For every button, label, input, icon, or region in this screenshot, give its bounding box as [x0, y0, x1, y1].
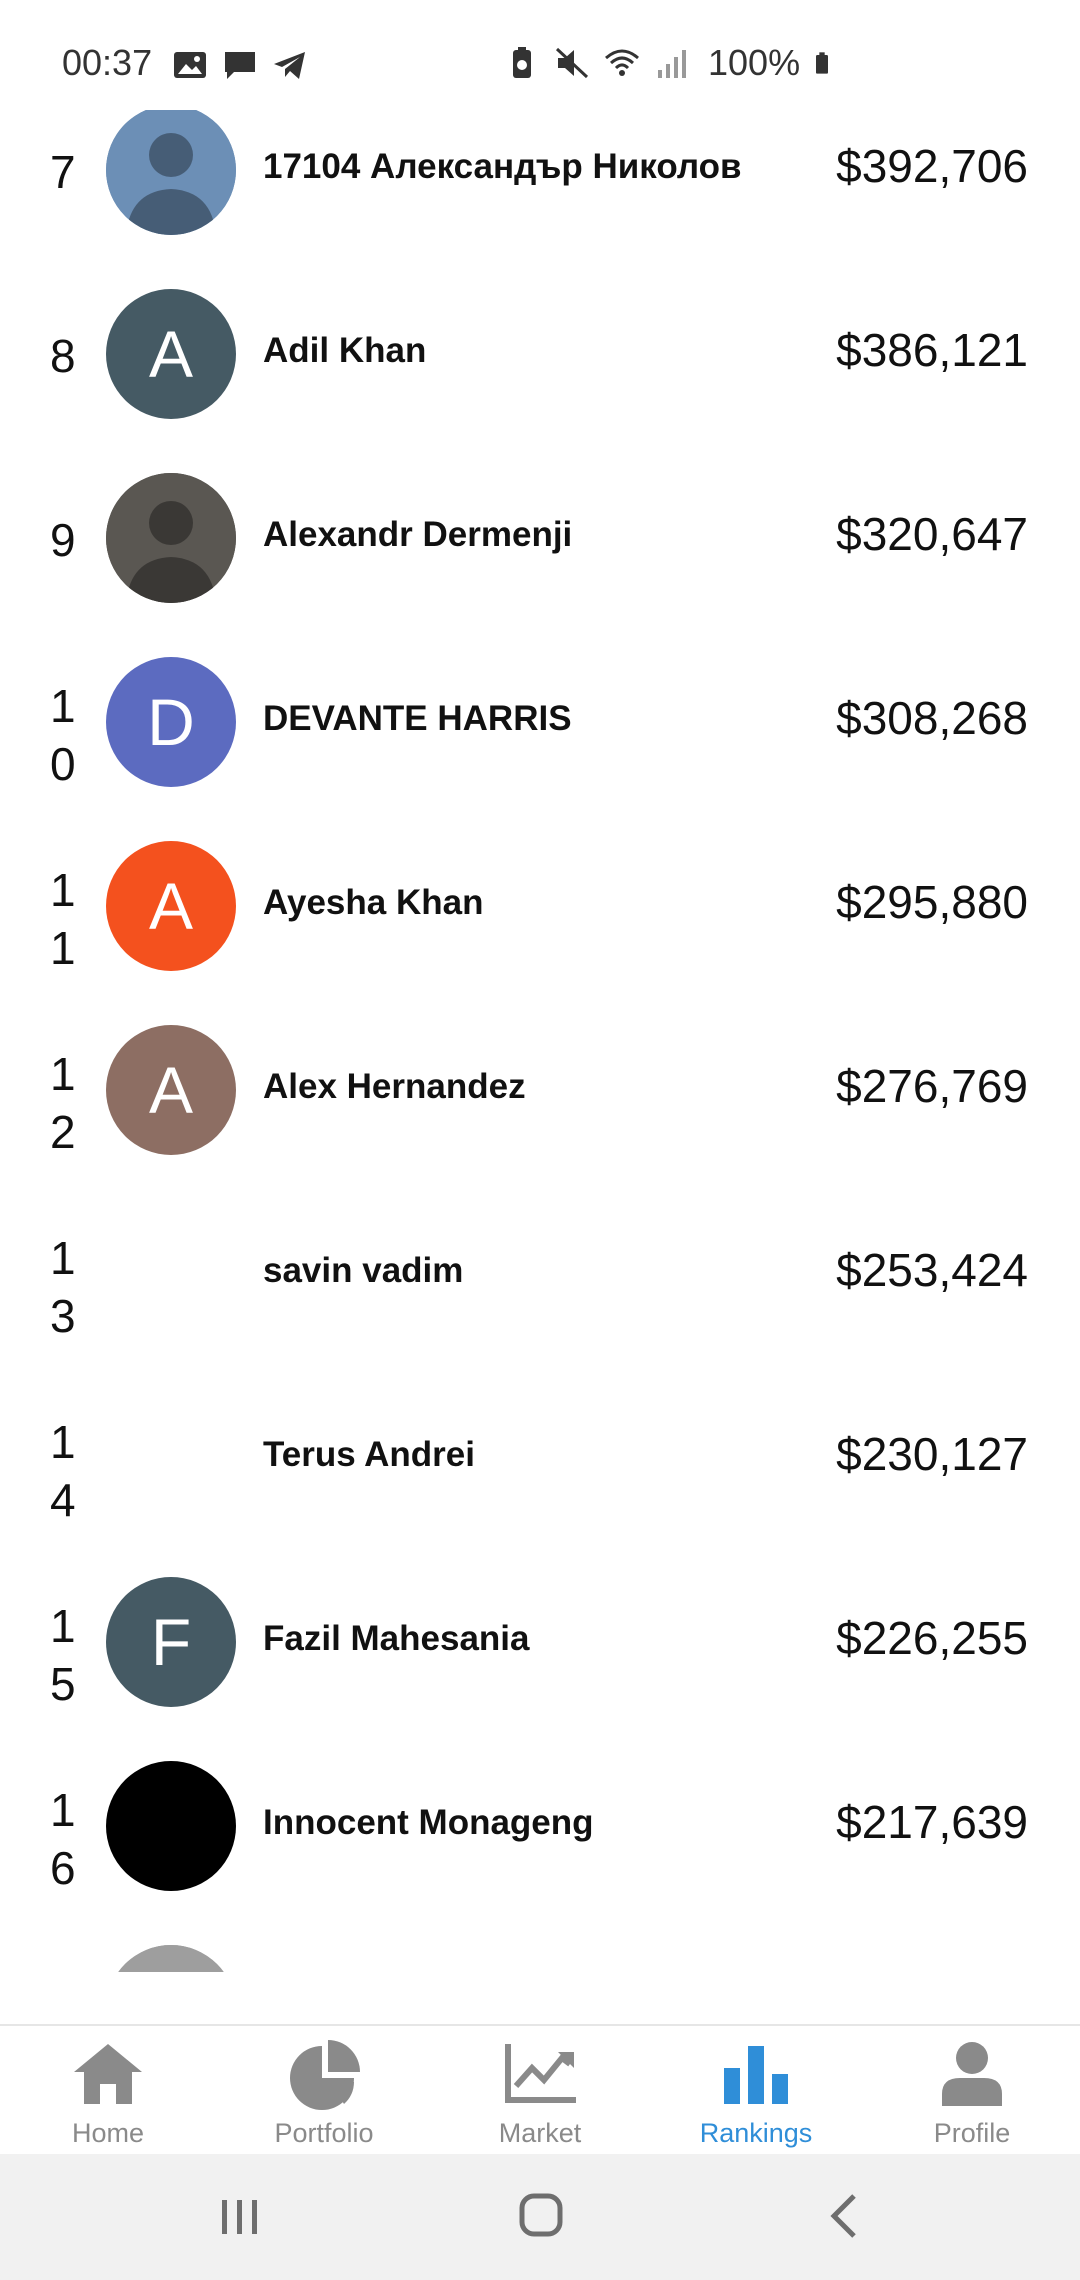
mute-icon: [555, 47, 589, 79]
player-name: Alexandr Dermenji: [263, 515, 573, 554]
portfolio-value: $226,255: [836, 1612, 1028, 1664]
ranking-row[interactable]: 12 A Alex Hernandez $276,769: [0, 1022, 1080, 1206]
portfolio-value: $308,268: [836, 692, 1028, 744]
avatar[interactable]: A: [106, 841, 236, 971]
avatar[interactable]: F: [106, 1577, 236, 1707]
avatar-initial: A: [148, 317, 194, 391]
recent-apps-icon[interactable]: [200, 2184, 280, 2248]
portfolio-value: $386,121: [836, 324, 1028, 376]
player-name: savin vadim: [263, 1251, 464, 1290]
avatar-photo-icon: [106, 110, 236, 235]
home-icon: [74, 2044, 142, 2104]
player-name: Adil Khan: [263, 331, 427, 370]
trend-chart-icon: [505, 2044, 576, 2103]
ranking-row[interactable]: 14 Terus Andrei $230,127: [0, 1390, 1080, 1574]
back-icon[interactable]: [806, 2184, 886, 2248]
rank-number: 13: [50, 1232, 76, 1342]
nav-rankings[interactable]: Rankings: [648, 2026, 864, 2156]
pie-chart-icon: [290, 2040, 360, 2110]
battery-percent: 100%: [708, 42, 801, 83]
nav-profile-label: Profile: [933, 2118, 1011, 2148]
signal-icon: [658, 50, 686, 78]
rank-number: 10: [50, 680, 76, 790]
avatar[interactable]: D: [106, 657, 236, 787]
avatar[interactable]: [106, 1209, 236, 1339]
telegram-icon: [274, 52, 305, 79]
wifi-icon: [605, 49, 639, 76]
avatar[interactable]: [106, 110, 236, 235]
avatar[interactable]: A: [106, 289, 236, 419]
avatar-initial: D: [147, 685, 195, 759]
battery-icon: [816, 52, 829, 74]
status-time: 00:37: [62, 42, 153, 83]
portfolio-value: $295,880: [836, 876, 1028, 928]
rankings-list[interactable]: 7 17104 Александър Николов $392,706 8 A Adil …: [0, 110, 1080, 1972]
image-icon: [174, 52, 206, 78]
nav-profile[interactable]: Profile: [864, 2026, 1080, 2156]
ranking-row[interactable]: 8 A Adil Khan $386,121: [0, 286, 1080, 470]
avatar[interactable]: [106, 473, 236, 603]
rank-number: 15: [50, 1600, 76, 1710]
nav-market-label: Market: [498, 2118, 582, 2148]
nav-home-label: Home: [71, 2118, 145, 2148]
ranking-row[interactable]: 9 Alexandr Dermenji $320,647: [0, 470, 1080, 654]
rank-number: 12: [50, 1048, 76, 1158]
home-button-icon[interactable]: [502, 2184, 582, 2248]
portfolio-value: $320,647: [836, 508, 1028, 560]
ranking-row[interactable]: 10 D DEVANTE HARRIS $308,268: [0, 654, 1080, 838]
rank-number: 7: [50, 146, 76, 198]
portfolio-value: $253,424: [836, 1244, 1028, 1296]
avatar-initial: A: [148, 1053, 194, 1127]
bar-chart-icon: [724, 2046, 788, 2104]
ranking-row[interactable]: [0, 1942, 1080, 1972]
player-name: Alex Hernandez: [263, 1067, 526, 1106]
ranking-row[interactable]: 11 A Ayesha Khan $295,880: [0, 838, 1080, 1022]
portfolio-value: $276,769: [836, 1060, 1028, 1112]
player-name: Innocent Monageng: [263, 1803, 594, 1842]
rank-number: 11: [50, 864, 76, 974]
avatar[interactable]: [106, 1945, 236, 1972]
nav-portfolio[interactable]: Portfolio: [216, 2026, 432, 2156]
portfolio-value: $230,127: [836, 1428, 1028, 1480]
player-name: Fazil Mahesania: [263, 1619, 530, 1658]
battery-saver-icon: [513, 47, 531, 78]
avatar-photo-icon: [106, 1945, 236, 1972]
avatar[interactable]: [106, 1393, 236, 1523]
avatar-photo-icon: [106, 473, 236, 603]
nav-market[interactable]: Market: [432, 2026, 648, 2156]
ranking-row[interactable]: 15 F Fazil Mahesania $226,255: [0, 1574, 1080, 1758]
player-name: Ayesha Khan: [263, 883, 484, 922]
person-icon: [942, 2042, 1002, 2106]
rank-number: 14: [50, 1416, 76, 1526]
nav-portfolio-label: Portfolio: [274, 2118, 374, 2148]
system-navigation-bar: [0, 2154, 1080, 2280]
player-name: 17104 Александър Николов: [263, 147, 742, 186]
rank-number: 8: [50, 330, 76, 382]
bottom-navigation: Home Portfolio Market Rankings Profile: [0, 2024, 1080, 2156]
status-bar: 00:37 100%: [0, 0, 1080, 120]
player-name: DEVANTE HARRIS: [263, 699, 572, 738]
rank-number: 9: [50, 514, 76, 566]
avatar[interactable]: [106, 1761, 236, 1891]
portfolio-value: $217,639: [836, 1796, 1028, 1848]
message-icon: [225, 52, 255, 79]
rank-number: 16: [50, 1784, 76, 1894]
player-name: Terus Andrei: [263, 1435, 475, 1474]
avatar-initial: A: [148, 869, 194, 943]
ranking-row[interactable]: 7 17104 Александър Николов $392,706: [0, 110, 1080, 286]
avatar[interactable]: A: [106, 1025, 236, 1155]
portfolio-value: $392,706: [836, 140, 1028, 192]
avatar-initial: F: [150, 1605, 192, 1679]
nav-rankings-label: Rankings: [699, 2118, 813, 2148]
ranking-row[interactable]: 16 Innocent Monageng $217,639: [0, 1758, 1080, 1942]
nav-home[interactable]: Home: [0, 2026, 216, 2156]
ranking-row[interactable]: 13 savin vadim $253,424: [0, 1206, 1080, 1390]
